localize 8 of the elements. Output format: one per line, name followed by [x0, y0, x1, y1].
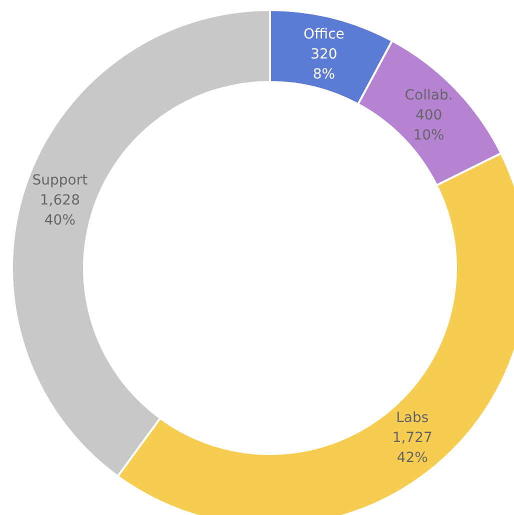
slice-label: Collab.: [404, 87, 453, 104]
data-label: 1,727 42%: [392, 430, 432, 466]
data-label: 320 8%: [310, 46, 338, 83]
slice-label: Support: [32, 172, 88, 188]
data-label: 1,628 40%: [40, 192, 80, 228]
slice-label: Office: [304, 26, 344, 43]
data-label: 400 10%: [413, 107, 444, 144]
slice-label: Labs: [396, 410, 429, 426]
